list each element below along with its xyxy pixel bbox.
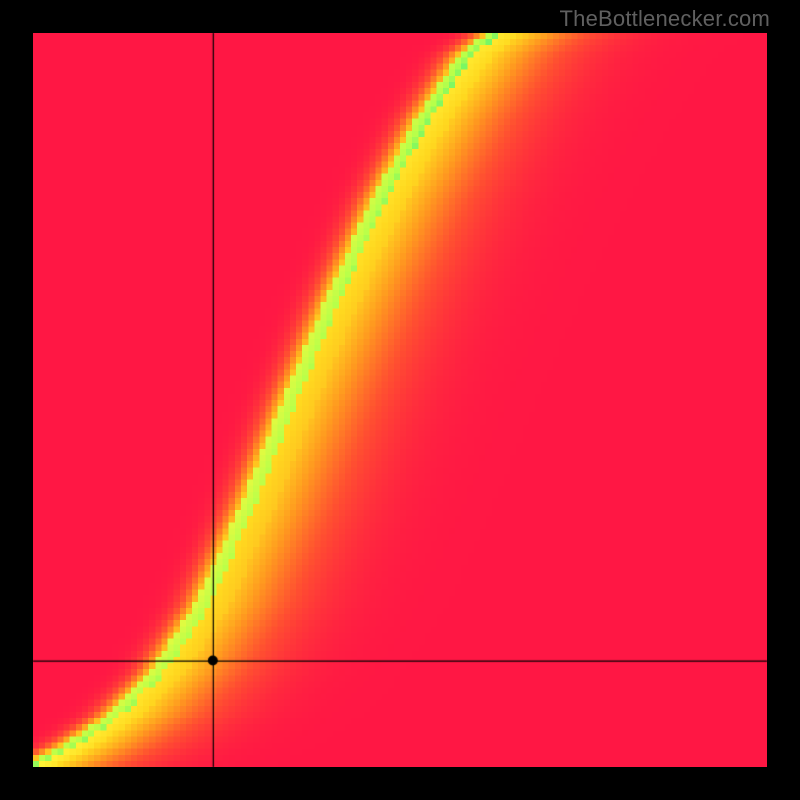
chart-container: TheBottlenecker.com bbox=[0, 0, 800, 800]
crosshair-overlay bbox=[0, 0, 800, 800]
watermark-text: TheBottlenecker.com bbox=[560, 6, 770, 32]
